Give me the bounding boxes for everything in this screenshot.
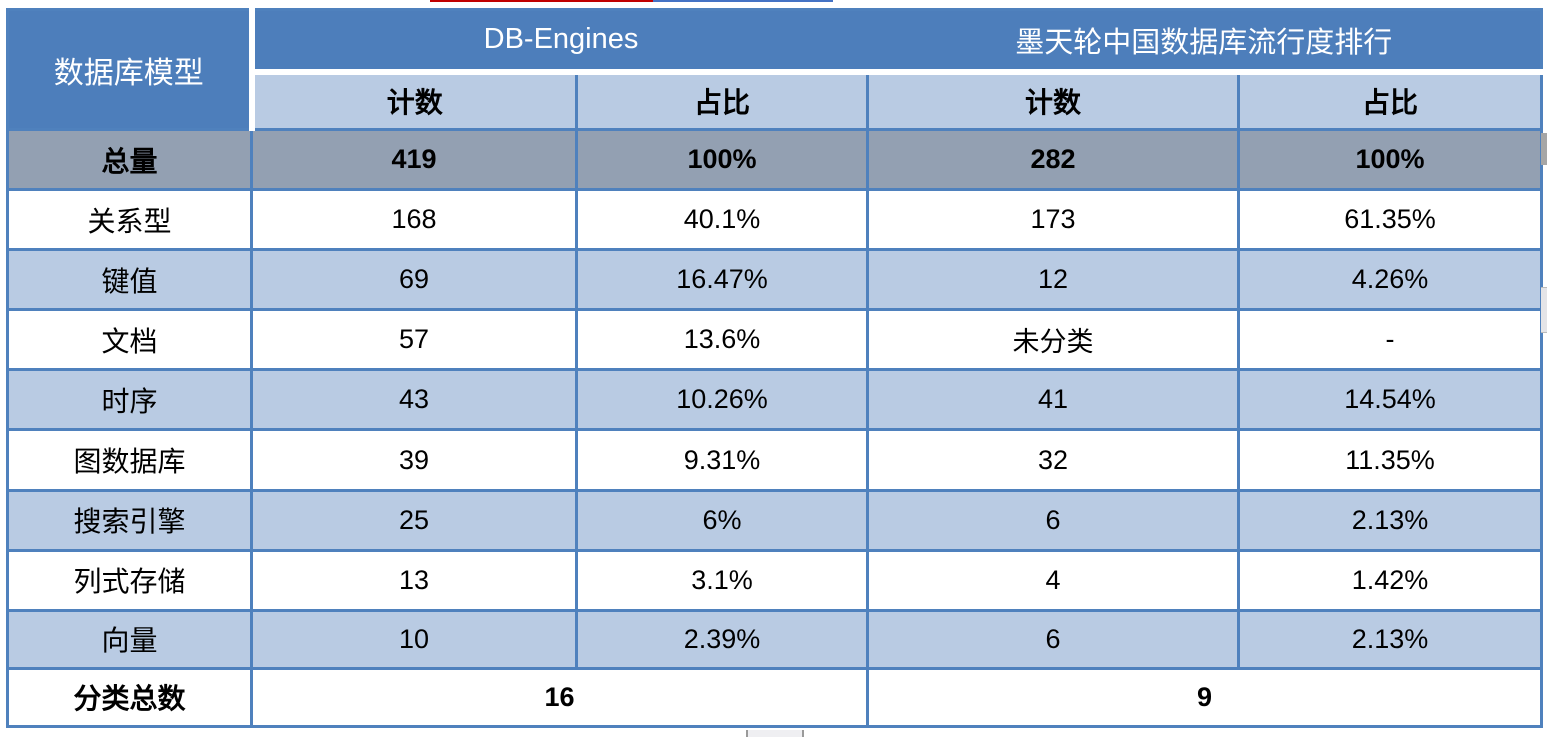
row-label: 关系型	[6, 188, 253, 252]
cell-value: 13.6%	[575, 308, 869, 372]
cell-value: 69	[250, 248, 578, 312]
cell-value: 25	[250, 488, 578, 552]
table-row-key-value: 键值 69 16.47% 12 4.26%	[6, 248, 1544, 312]
cell-value: 100%	[575, 127, 869, 192]
cell-value: 10	[250, 608, 578, 670]
cell-value: 未分类	[866, 308, 1240, 372]
group-header-db-engines: DB-Engines	[251, 9, 868, 75]
table-row-wide-column: 列式存储 13 3.1% 4 1.42%	[6, 548, 1544, 612]
subheader-count-2: 计数	[866, 70, 1240, 131]
cell-value: 168	[250, 188, 578, 252]
row-label: 分类总数	[6, 666, 253, 729]
subheader-share-1: 占比	[575, 70, 869, 131]
row-label: 搜索引擎	[6, 488, 253, 552]
cell-value: 10.26%	[575, 368, 869, 432]
cell-value: 32	[866, 428, 1240, 492]
cell-value: 14.54%	[1236, 368, 1544, 432]
cell-value: 6%	[575, 488, 869, 552]
cell-value: 2.13%	[1236, 608, 1544, 670]
cell-value: 1.42%	[1236, 548, 1544, 612]
cell-value: 4	[866, 548, 1240, 612]
cell-value: 2.39%	[575, 608, 869, 670]
cell-value: 12	[866, 248, 1240, 312]
row-label: 图数据库	[6, 428, 253, 492]
cell-value: 4.26%	[1236, 248, 1544, 312]
table-row-document: 文档 57 13.6% 未分类 -	[6, 308, 1544, 372]
cell-value: 9	[865, 666, 1544, 729]
vertical-scrollbar-thumb[interactable]	[1541, 287, 1547, 333]
table-row-total: 总量 419 100% 282 100%	[6, 127, 1544, 192]
cell-value: 2.13%	[1236, 488, 1544, 552]
row-label: 键值	[6, 248, 253, 312]
row-label: 总量	[6, 127, 253, 192]
corner-header-cell: 数据库模型	[7, 9, 255, 131]
cell-value: -	[1236, 308, 1544, 372]
cell-value: 100%	[1236, 127, 1544, 192]
database-model-comparison-table: 数据库模型 DB-Engines 墨天轮中国数据库流行度排行 计数 占比 计数 …	[6, 8, 1544, 729]
header-group-row: 数据库模型 DB-Engines 墨天轮中国数据库流行度排行	[7, 9, 1542, 131]
cell-value: 9.31%	[575, 428, 869, 492]
cell-value: 13	[250, 548, 578, 612]
header-sub-row: 计数 占比 计数 占比	[8, 70, 1544, 131]
subheader-count-1: 计数	[250, 70, 578, 131]
row-label: 时序	[6, 368, 253, 432]
row-label: 列式存储	[6, 548, 253, 612]
top-edge-artifact-blue	[653, 0, 833, 2]
right-edge-artifact	[1541, 133, 1547, 165]
cell-value: 41	[866, 368, 1240, 432]
cell-value: 6	[866, 488, 1240, 552]
cell-value: 16.47%	[575, 248, 869, 312]
cell-value: 6	[866, 608, 1240, 670]
cell-value: 173	[866, 188, 1240, 252]
cell-value: 61.35%	[1236, 188, 1544, 252]
table-row-time-series: 时序 43 10.26% 41 14.54%	[6, 368, 1544, 432]
table-row-category-total: 分类总数 16 9	[6, 666, 1544, 729]
cell-value: 57	[250, 308, 578, 372]
cell-value: 43	[250, 368, 578, 432]
cell-value: 16	[250, 666, 869, 729]
table-row-graph: 图数据库 39 9.31% 32 11.35%	[6, 428, 1544, 492]
top-edge-artifact-red	[430, 0, 653, 2]
horizontal-scrollbar-thumb[interactable]	[746, 730, 804, 737]
row-label: 向量	[6, 608, 253, 670]
cell-value: 40.1%	[575, 188, 869, 252]
group-header-modb: 墨天轮中国数据库流行度排行	[867, 9, 1542, 75]
cell-value: 11.35%	[1236, 428, 1544, 492]
cell-value: 39	[250, 428, 578, 492]
cell-value: 282	[866, 127, 1240, 192]
table-row-search-engine: 搜索引擎 25 6% 6 2.13%	[6, 488, 1544, 552]
cell-value: 3.1%	[575, 548, 869, 612]
cell-value: 419	[250, 127, 578, 192]
table-row-vector: 向量 10 2.39% 6 2.13%	[6, 608, 1544, 670]
row-label: 文档	[6, 308, 253, 372]
table-row-relational: 关系型 168 40.1% 173 61.35%	[6, 188, 1544, 252]
subheader-share-2: 占比	[1236, 70, 1544, 131]
